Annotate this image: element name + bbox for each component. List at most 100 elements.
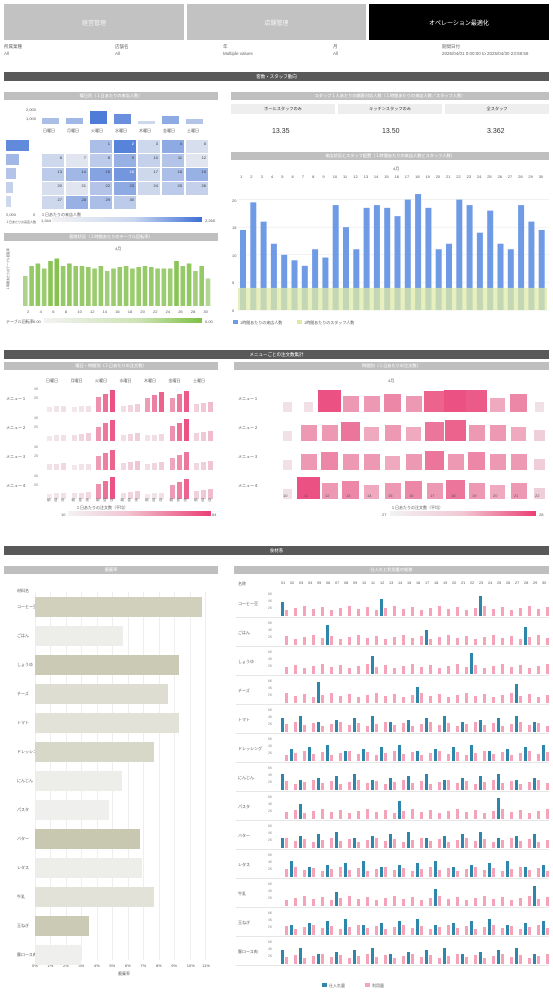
menu-daily-cell [363, 454, 380, 470]
stock-day-label: 21 [461, 581, 466, 585]
usage-bar [302, 896, 306, 906]
table-bar [73, 266, 78, 306]
menu-weekday-bar [96, 397, 101, 412]
calendar-cell: 16 [114, 168, 136, 181]
usage-bar [518, 608, 522, 616]
usage-bar [419, 636, 423, 645]
purchase-bar [434, 861, 437, 877]
purchase-bar [425, 718, 428, 732]
menu-daily-x-tick: 13 [346, 493, 351, 498]
usage-bar [383, 955, 387, 964]
menu-weekday-bar [201, 462, 206, 470]
purchase-bar [416, 687, 419, 703]
usage-bar [284, 838, 288, 848]
purchase-bar [398, 745, 401, 761]
menu-daily-color-legend [390, 511, 536, 516]
stock-y-tick: 2K [268, 722, 273, 726]
usage-bar [356, 925, 360, 935]
calendar-cell: 26 [186, 182, 208, 195]
menu-weekday-x-tick: 夜 [208, 498, 212, 502]
usage-bar [527, 782, 531, 790]
filter-value[interactable]: 2025/04/01 0:00:00 to 2025/04/30 23:59:5… [442, 51, 529, 56]
waste-gridline [127, 592, 129, 960]
visitor-bar [240, 229, 246, 310]
menu-daily-legend-min: 27 [382, 512, 387, 517]
usage-bar [473, 722, 477, 732]
filter-value[interactable]: All [333, 51, 339, 56]
usage-bar [374, 838, 378, 848]
menu-weekday-day: 土曜日 [193, 378, 205, 383]
table-x-tick: 30 [203, 309, 208, 314]
purchase-bar [407, 952, 410, 964]
menu-daily-cell [465, 390, 488, 412]
table-x-tick: 12 [90, 309, 95, 314]
usage-bar [347, 637, 351, 645]
menu-weekday-bar [183, 479, 189, 499]
filter-value[interactable]: All [115, 51, 121, 56]
stock-y-tick: 6K [268, 650, 273, 654]
purchase-bar [380, 867, 383, 877]
staff-bar [402, 287, 414, 310]
table-bar [117, 267, 123, 306]
usage-bar [419, 869, 423, 877]
purchase-bar [380, 923, 383, 935]
usage-bar [545, 726, 549, 732]
visitor-day-label: 14 [373, 174, 379, 179]
usage-bar [455, 809, 459, 819]
usage-bar [419, 957, 423, 964]
usage-bar [545, 928, 549, 935]
legend-purchase: 仕入れ量 [329, 983, 345, 988]
usage-bar [374, 724, 378, 732]
usage-bar [500, 752, 504, 761]
calendar-cell: 10 [138, 154, 160, 167]
menu-weekday-bar [159, 434, 164, 441]
stock-row-label: ごはん [238, 630, 250, 635]
waste-x-tick: 9% [171, 963, 178, 968]
usage-bar [374, 636, 378, 645]
staff-bar [433, 287, 444, 310]
purchase-bar [281, 838, 284, 848]
menu-daily-cell [533, 429, 546, 441]
usage-bar [428, 810, 432, 819]
menu-weekday-bar [169, 457, 175, 470]
filter-value[interactable]: Multiple values [223, 51, 253, 56]
tab-management[interactable]: 経営管理 [4, 4, 184, 40]
weekday-label: 日曜日 [43, 128, 55, 133]
usage-bar [527, 637, 531, 645]
waste-x-tick: 5% [109, 963, 116, 968]
staff-bar [310, 287, 321, 310]
usage-bar [338, 867, 342, 877]
usage-bar [527, 725, 531, 732]
usage-bar [311, 723, 315, 732]
menu-daily-row-label: メニュー２ [238, 425, 258, 430]
avg-bar-tick: 1,000 [26, 116, 37, 121]
menu-daily-cell [468, 425, 485, 441]
table-bar [23, 276, 28, 306]
usage-bar [320, 664, 324, 674]
usage-bar [509, 900, 513, 906]
waste-panel-title: 廃棄率 [4, 566, 218, 574]
usage-bar [536, 899, 540, 906]
filter-value[interactable]: All [4, 51, 10, 56]
usage-bar [347, 927, 351, 935]
visitor-bar [456, 199, 463, 310]
purchase-bar [362, 861, 365, 877]
purchase-bar [335, 832, 338, 848]
purchase-bar [317, 778, 320, 790]
usage-bar [338, 810, 342, 819]
usage-bar [482, 839, 486, 848]
usage-bar [320, 897, 324, 906]
visitor-bar [518, 205, 525, 310]
usage-bar [473, 784, 477, 790]
menu-weekday-bar [85, 433, 91, 441]
table-x-tick: 20 [140, 309, 145, 314]
stock-day-label: 26 [506, 581, 511, 585]
usage-bar [347, 958, 351, 964]
usage-bar [410, 809, 414, 819]
tab-store[interactable]: 店舗管理 [187, 4, 366, 40]
stock-row-divider [236, 733, 549, 734]
tab-operations[interactable]: オペレーション最適化 [369, 4, 549, 40]
usage-bar [311, 868, 315, 877]
waste-category-label: チーズ [17, 691, 29, 696]
usage-bar [428, 753, 432, 761]
